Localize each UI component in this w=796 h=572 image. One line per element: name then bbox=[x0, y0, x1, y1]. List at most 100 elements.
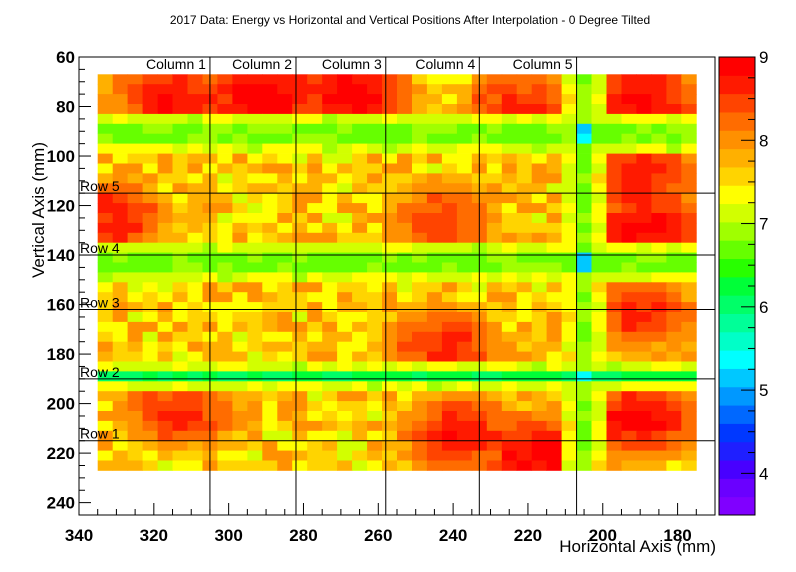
heatmap-cell bbox=[591, 203, 607, 214]
heatmap-cell bbox=[681, 391, 697, 402]
heatmap-cell bbox=[232, 123, 248, 135]
heatmap-cell bbox=[426, 292, 443, 303]
heatmap-cell bbox=[97, 391, 114, 402]
heatmap-cell bbox=[621, 173, 637, 184]
heatmap-cell bbox=[546, 430, 562, 442]
heatmap-cell bbox=[651, 143, 667, 154]
heatmap-cell bbox=[127, 183, 143, 194]
heatmap-cell bbox=[337, 242, 353, 253]
heatmap-cell bbox=[397, 440, 413, 451]
heatmap-cell bbox=[337, 292, 353, 303]
row-label: Row 2 bbox=[80, 364, 120, 380]
heatmap-cell bbox=[97, 411, 114, 422]
heatmap-cell bbox=[426, 232, 443, 244]
heatmap-cell bbox=[681, 272, 697, 283]
heatmap-cell bbox=[262, 262, 278, 273]
heatmap-cell bbox=[441, 302, 458, 313]
heatmap-cell bbox=[307, 104, 323, 115]
heatmap-cell bbox=[456, 123, 473, 135]
heatmap-cell bbox=[576, 183, 592, 194]
heatmap-cell bbox=[277, 401, 293, 412]
heatmap-cell bbox=[426, 123, 443, 135]
heatmap-cell bbox=[441, 143, 458, 154]
heatmap-cell bbox=[426, 84, 443, 95]
heatmap-cell bbox=[576, 74, 592, 85]
heatmap-cell bbox=[172, 232, 188, 244]
heatmap-cell bbox=[576, 133, 592, 144]
heatmap-cell bbox=[531, 84, 548, 95]
heatmap-cell bbox=[486, 262, 503, 273]
heatmap-cell bbox=[397, 94, 413, 105]
heatmap-cell bbox=[561, 282, 577, 293]
heatmap-cell bbox=[322, 213, 338, 224]
heatmap-cell bbox=[382, 302, 398, 313]
heatmap-cell bbox=[142, 430, 158, 442]
heatmap-cell bbox=[292, 401, 308, 412]
heatmap-cell bbox=[426, 183, 443, 194]
heatmap-cell bbox=[546, 173, 562, 184]
heatmap-cell bbox=[292, 173, 308, 184]
heatmap-cell bbox=[516, 381, 533, 392]
heatmap-cell bbox=[322, 163, 338, 174]
heatmap-cell bbox=[142, 411, 158, 422]
heatmap-cell bbox=[681, 173, 697, 184]
heatmap-cell bbox=[412, 401, 428, 412]
heatmap-cell bbox=[367, 213, 383, 224]
heatmap-cell bbox=[262, 104, 278, 115]
heatmap-cell bbox=[172, 302, 188, 313]
heatmap-cell bbox=[606, 351, 622, 362]
heatmap-cell bbox=[666, 163, 682, 174]
heatmap-cell bbox=[127, 381, 143, 392]
heatmap-cell bbox=[456, 331, 473, 343]
heatmap-cell bbox=[456, 361, 473, 372]
y-axis-label: Vertical Axis (mm) bbox=[29, 142, 48, 278]
heatmap-cell bbox=[97, 94, 114, 105]
heatmap-cell bbox=[187, 143, 203, 154]
column-label: Column 3 bbox=[322, 56, 382, 72]
heatmap-cell bbox=[441, 272, 458, 283]
heatmap-cell bbox=[426, 272, 443, 283]
heatmap-cell bbox=[127, 391, 143, 402]
heatmap-cell bbox=[112, 173, 129, 184]
heatmap-cell bbox=[367, 411, 383, 422]
heatmap-cell bbox=[636, 123, 652, 135]
heatmap-cell bbox=[606, 321, 622, 333]
heatmap-cell bbox=[576, 361, 592, 372]
heatmap-cell bbox=[127, 292, 143, 303]
heatmap-cell bbox=[127, 143, 143, 154]
heatmap-cell bbox=[307, 252, 323, 263]
heatmap-cell bbox=[367, 133, 383, 144]
heatmap-cell bbox=[501, 173, 518, 184]
heatmap-cell bbox=[232, 302, 248, 313]
heatmap-cell bbox=[187, 173, 203, 184]
heatmap-cell bbox=[127, 153, 143, 164]
heatmap-cell bbox=[277, 391, 293, 402]
colorbar-segment bbox=[719, 258, 755, 278]
heatmap-cell bbox=[127, 440, 143, 451]
heatmap-cell bbox=[606, 113, 622, 125]
heatmap-cell bbox=[352, 104, 368, 115]
heatmap-cell bbox=[516, 133, 533, 144]
heatmap-cell bbox=[217, 213, 233, 224]
heatmap-cell bbox=[501, 242, 518, 253]
heatmap-cell bbox=[382, 341, 398, 352]
heatmap-cell bbox=[441, 232, 458, 244]
heatmap-cell bbox=[546, 321, 562, 333]
heatmap-cell bbox=[127, 242, 143, 253]
heatmap-cell bbox=[426, 341, 443, 352]
heatmap-cell bbox=[157, 203, 173, 214]
heatmap-cell bbox=[322, 113, 338, 125]
heatmap-cell bbox=[636, 183, 652, 194]
heatmap-cell bbox=[441, 84, 458, 95]
heatmap-cell bbox=[292, 371, 308, 382]
heatmap-cell bbox=[576, 252, 592, 263]
y-tick-label: 160 bbox=[47, 296, 75, 315]
overlay-lines: Column 1 Column 2 Column 3 Column 4 Column 5… bbox=[79, 56, 715, 515]
x-tick-label: 300 bbox=[214, 526, 242, 545]
heatmap-cell bbox=[367, 331, 383, 343]
heatmap-cell bbox=[516, 193, 533, 204]
heatmap-cell bbox=[516, 143, 533, 154]
heatmap-cell bbox=[247, 292, 263, 303]
heatmap-cell bbox=[486, 312, 503, 323]
heatmap-cell bbox=[187, 391, 203, 402]
